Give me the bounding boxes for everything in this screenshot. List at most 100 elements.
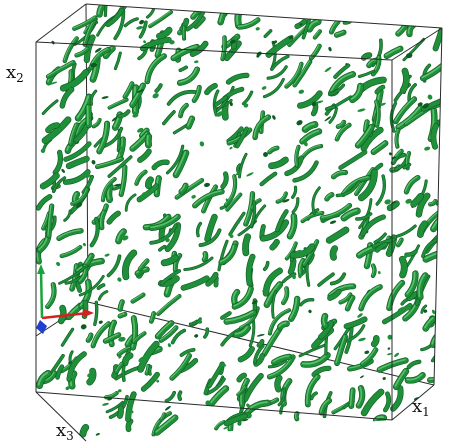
vortex-blob bbox=[255, 27, 260, 31]
vortex-tube-highlight bbox=[322, 314, 326, 326]
vortex-tube-highlight bbox=[159, 326, 176, 341]
vortex-tube bbox=[63, 169, 91, 185]
vortex-tube-highlight bbox=[329, 72, 353, 93]
vortex-tube-highlight bbox=[47, 204, 52, 236]
vortex-tube bbox=[107, 211, 121, 225]
vortex-tube bbox=[285, 242, 298, 260]
vortex-blob bbox=[256, 333, 265, 337]
vortex-tube bbox=[227, 127, 244, 143]
vortex-tube bbox=[60, 87, 74, 108]
vortex-tube bbox=[236, 385, 247, 396]
vortex-tube bbox=[132, 331, 146, 344]
vortex-tube bbox=[358, 70, 375, 78]
vortex-tube bbox=[219, 244, 237, 265]
vortex-tube bbox=[326, 227, 349, 244]
vortex-tube bbox=[125, 193, 136, 212]
vortex-tube-highlight bbox=[359, 285, 380, 309]
vortex-tube bbox=[271, 354, 292, 365]
vortex-tube-highlight bbox=[385, 47, 401, 56]
vortex-blob bbox=[235, 171, 242, 176]
vortex-tube bbox=[339, 293, 352, 304]
vortex-tube-highlight bbox=[42, 211, 50, 229]
vortex-blob bbox=[294, 249, 302, 256]
vortex-tube-highlight bbox=[156, 321, 172, 337]
vortex-tube bbox=[238, 153, 247, 178]
vortex-tube bbox=[313, 29, 322, 40]
vortex-blob bbox=[387, 353, 392, 356]
vortex-blob bbox=[117, 277, 122, 282]
vortex-tube-highlight bbox=[232, 290, 238, 304]
vortex-tube-highlight bbox=[428, 199, 436, 205]
vortex-tube-highlight bbox=[300, 129, 320, 142]
vortex-blob bbox=[328, 46, 332, 52]
vortex-blob bbox=[406, 306, 412, 311]
vortex-tube bbox=[117, 405, 124, 419]
vortex-tube bbox=[118, 109, 130, 118]
vortex-tube-highlight bbox=[289, 297, 298, 319]
vortex-tube-highlight bbox=[116, 229, 124, 242]
vortex-blob bbox=[324, 66, 332, 73]
vortex-tube-highlight bbox=[178, 67, 198, 83]
vortex-tube bbox=[224, 414, 248, 426]
vortex-tube bbox=[254, 353, 265, 367]
vortex-blob bbox=[84, 174, 91, 178]
vortex-blob bbox=[262, 288, 270, 292]
vortex-tube bbox=[327, 289, 342, 301]
vortex-tube-highlight bbox=[237, 385, 246, 395]
vortex-blob bbox=[141, 191, 148, 197]
vortex-blob bbox=[205, 400, 211, 406]
vortex-tube bbox=[92, 118, 102, 128]
vortex-tube-highlight bbox=[138, 259, 147, 269]
vortex-tube-highlight bbox=[394, 97, 415, 122]
vortex-tube-highlight bbox=[152, 412, 170, 435]
vortex-tube bbox=[334, 334, 348, 366]
vortex-blob bbox=[431, 309, 436, 315]
vortex-tube bbox=[299, 298, 314, 306]
vortex-tube bbox=[243, 373, 264, 402]
box-front-edges bbox=[35, 3, 443, 442]
vortex-blob bbox=[119, 145, 123, 151]
vortex-tube bbox=[192, 189, 225, 208]
vortex-tube bbox=[404, 175, 420, 194]
vortex-tube bbox=[276, 192, 288, 204]
vortex-blob bbox=[136, 26, 144, 30]
vortex-blob bbox=[229, 101, 233, 107]
vortex-tube-highlight bbox=[97, 4, 105, 15]
vortex-tube-highlight bbox=[350, 84, 361, 100]
vortex-tube-highlight bbox=[372, 141, 386, 152]
vortex-tube bbox=[215, 86, 235, 113]
vortex-tube-shadow bbox=[183, 256, 214, 272]
vortex-tube-highlight bbox=[341, 176, 369, 195]
vortex-tube bbox=[242, 233, 251, 256]
vortex-tube bbox=[294, 145, 300, 168]
vortex-tube bbox=[204, 83, 218, 95]
vortex-blob bbox=[139, 19, 145, 25]
vortex-tube bbox=[366, 58, 379, 68]
vortex-tube bbox=[226, 73, 249, 85]
vortex-tube bbox=[193, 16, 206, 29]
vortex-tube bbox=[267, 65, 288, 80]
vortex-blob bbox=[256, 54, 260, 58]
vortex-tube bbox=[246, 254, 255, 286]
vortex-tube bbox=[238, 346, 255, 362]
vortex-tube bbox=[237, 17, 260, 30]
vortex-tube-highlight bbox=[171, 45, 197, 59]
vortex-tube-highlight bbox=[186, 116, 193, 127]
vortex-tube-highlight bbox=[253, 115, 269, 138]
vortex-tube-highlight bbox=[145, 54, 165, 82]
vortex-tube bbox=[220, 35, 227, 61]
vortex-tube bbox=[288, 296, 300, 322]
vortex-tube bbox=[63, 210, 71, 222]
vortex-blob bbox=[427, 94, 433, 100]
vortex-tube bbox=[99, 210, 106, 230]
vortex-blob bbox=[298, 274, 302, 279]
vortex-blob bbox=[357, 155, 364, 159]
vortex-tube-highlight bbox=[346, 296, 353, 309]
vortex-tube bbox=[390, 102, 397, 133]
vortex-tube-highlight bbox=[130, 84, 143, 105]
vortex-tube bbox=[341, 175, 371, 197]
vortex-tube-highlight bbox=[342, 209, 358, 219]
vortex-tube-highlight bbox=[268, 146, 277, 152]
vortex-tube-highlight bbox=[193, 190, 222, 206]
vortex-blob bbox=[167, 343, 171, 348]
